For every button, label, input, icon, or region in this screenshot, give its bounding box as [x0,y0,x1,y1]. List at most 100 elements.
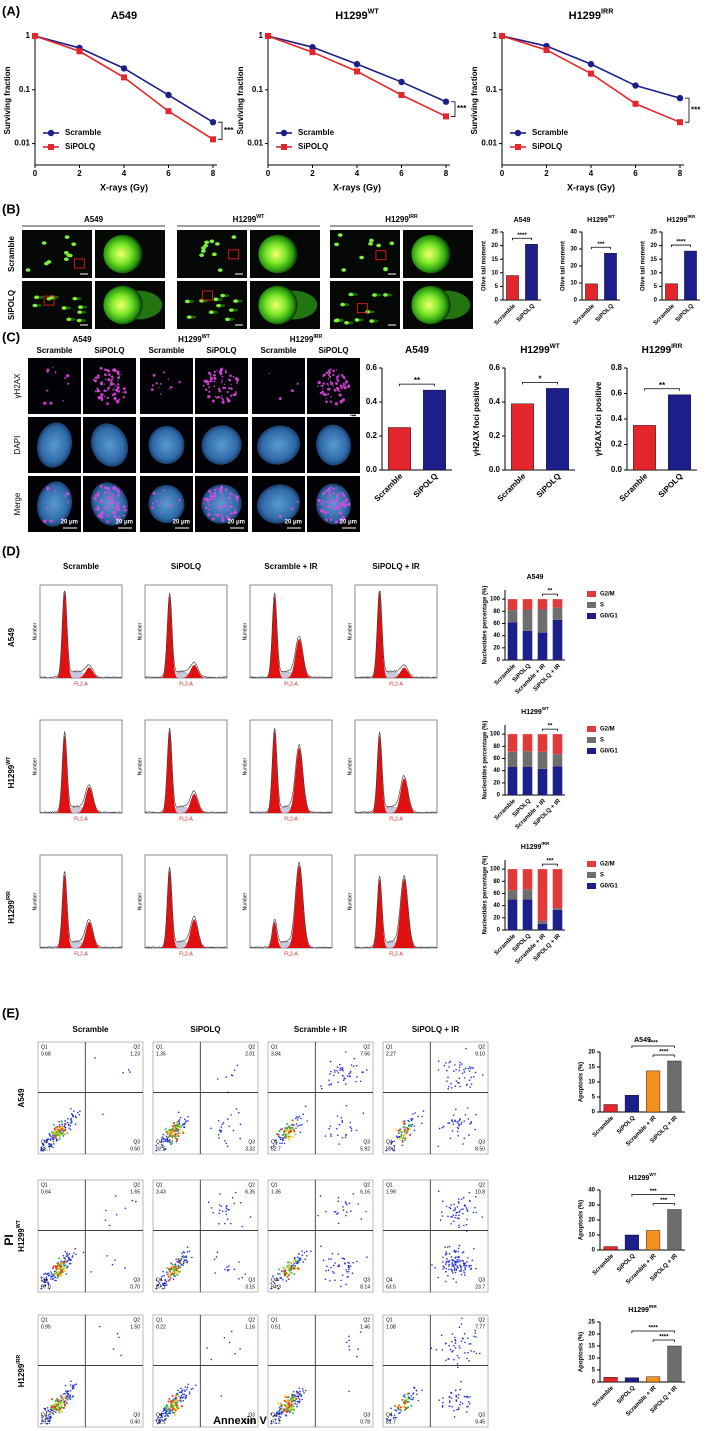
cell-dot [348,1202,351,1205]
cell-dot [70,1120,73,1122]
cell-dot [56,1276,59,1279]
cell-dot [225,1207,228,1210]
cell-dot [403,1130,406,1133]
cell-dot [183,1126,186,1129]
cell-dot [43,1407,46,1410]
cell-dot [403,1139,406,1142]
focus [320,503,322,505]
focus [329,518,333,521]
bar [624,1234,639,1251]
cell-dot [475,1336,477,1338]
y-tick-label: 40 [493,768,500,774]
y-tick-label: 40 [493,903,500,909]
legend-label: G0/G1 [600,749,618,755]
quadrant-value: 7.77 [475,1324,485,1330]
cell-dot [333,1069,336,1072]
bar-segment [552,734,563,755]
comet [354,318,360,322]
focus [328,493,332,497]
histogram-y-label: Number [242,622,248,640]
cell-dot [445,1270,447,1273]
cell-dot [169,1277,172,1280]
legend-swatch [587,737,596,743]
bar-segment [552,599,563,608]
cell-dot [341,1121,344,1123]
cell-dot [174,1129,177,1132]
cell-dot [415,1389,418,1392]
cell-dot [294,1266,297,1269]
cell-dot [290,1264,293,1267]
cell-dot [402,1401,405,1404]
cell-dot [396,1137,399,1139]
micrograph [28,358,81,414]
cell-dot [464,1268,466,1270]
cell-dot [226,1269,229,1272]
cell-dot [183,1259,186,1261]
focus [92,496,95,499]
focus [178,380,181,384]
cell-dot [449,1348,452,1351]
cell-dot [174,1263,177,1265]
cell-dot [290,1267,293,1270]
cell-dot [111,1263,114,1266]
focus [326,382,329,385]
image-group-title-superscript: WT [202,334,211,340]
cell-dot [454,1336,456,1339]
histogram-x-label: FL2-A [389,951,403,957]
focus [332,487,335,491]
cell-dot [228,1268,230,1271]
cell-dot [112,1348,115,1350]
cell-dot [225,1076,228,1078]
focus [327,369,331,373]
cell-dot [47,1272,50,1275]
cell-dot [171,1131,174,1134]
histogram-frame [39,719,123,814]
cell-dot [179,1396,182,1399]
cell-dot [172,1403,175,1406]
data-point [209,118,217,126]
histogram-y-label: Number [137,892,143,910]
cell-dot [345,1341,348,1344]
cell-dot [461,1251,464,1254]
cell-dot [403,1396,406,1399]
quadrant-value: 0.70 [130,1284,140,1290]
cell-dot [319,1195,322,1197]
comet [209,239,215,244]
cell-dot [453,1250,455,1253]
bar-segment [537,923,548,930]
cell-dot [306,1254,308,1257]
data-point [309,49,316,56]
quadrant-name: Q4 [156,1412,163,1418]
focus [332,491,335,495]
cell-dot [206,1347,208,1349]
cell-dot [169,1129,172,1132]
scatter-frame [152,1179,259,1293]
focus [100,516,104,519]
focus [218,389,222,393]
cell-dot [115,1213,118,1216]
cell-dot [47,1274,50,1277]
cell-dot [77,1111,79,1114]
focus [329,486,332,489]
cell-dot [51,1133,54,1136]
cell-dot [463,1077,466,1079]
cell-dot [448,1061,451,1064]
cell-dot [289,1398,292,1401]
cell-dot [164,1284,166,1287]
row-title-text: H1299 [17,1228,26,1252]
quadrant-value: 0.40 [130,1419,140,1425]
cell-dot [281,1410,284,1413]
focus [337,375,340,378]
cell-dot [397,1403,400,1406]
cell-dot [449,1207,452,1210]
cell-dot [224,1140,226,1142]
cell-dot [55,1403,58,1406]
cell-dot [218,1209,221,1212]
cell-dot [339,1069,342,1071]
cell-dot [448,1268,450,1271]
cell-dot [450,1256,453,1258]
y-tick-label: 20 [588,1218,595,1224]
cell-dot [172,1411,175,1414]
y-tick-label: 0 [574,298,578,304]
quadrant-value: 81.7 [386,1419,396,1425]
